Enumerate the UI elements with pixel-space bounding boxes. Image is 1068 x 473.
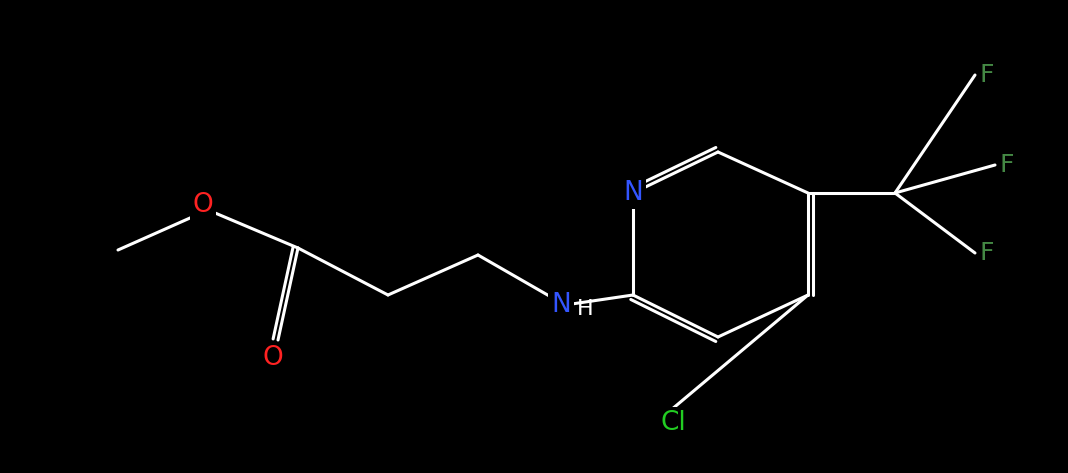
Text: F: F (979, 241, 994, 265)
Text: N: N (623, 180, 643, 206)
Text: Cl: Cl (660, 410, 686, 436)
Text: F: F (979, 63, 994, 87)
Text: H: H (577, 299, 594, 319)
Text: F: F (1000, 153, 1015, 177)
Text: O: O (192, 192, 214, 218)
Text: N: N (551, 292, 571, 318)
Text: O: O (263, 345, 283, 371)
